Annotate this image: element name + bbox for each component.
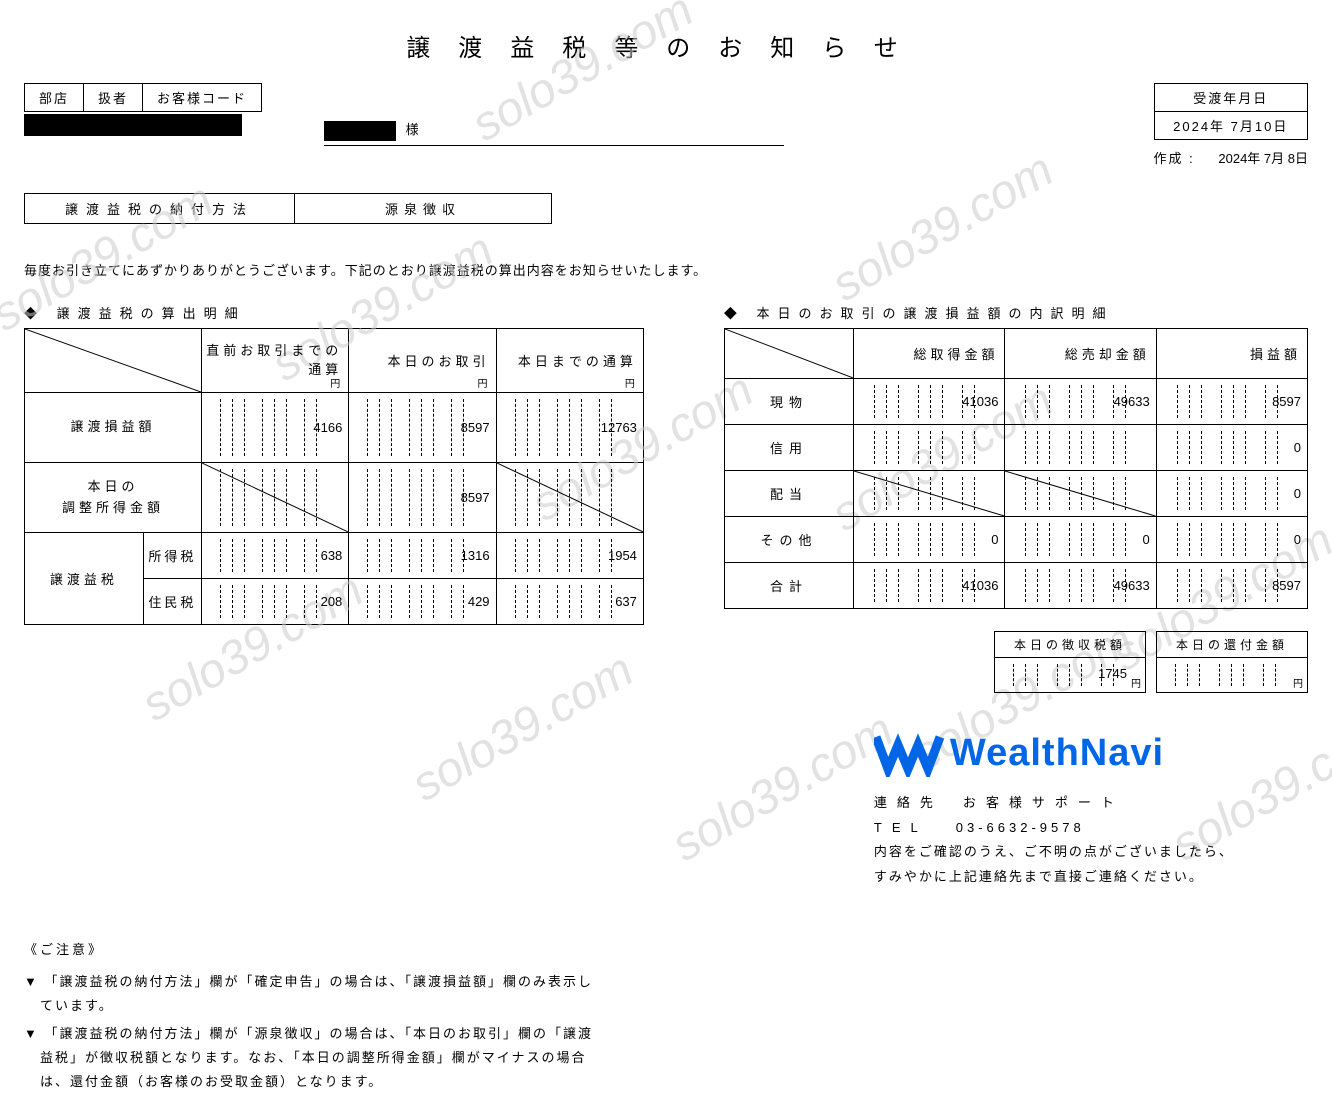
refund-box: 本日の還付金額 円: [1156, 631, 1308, 693]
payment-method-label: 譲渡益税の納付方法: [25, 194, 295, 223]
tax-calc-section: 譲渡益税の算出明細 直前お取引までの通算円 本日のお取引円 本日までの通算円 譲…: [24, 303, 644, 890]
payment-method-box: 譲渡益税の納付方法 源泉徴収: [24, 193, 552, 224]
page-title: 譲渡益税等のお知らせ: [24, 28, 1308, 63]
tax-calc-table: 直前お取引までの通算円 本日のお取引円 本日までの通算円 譲渡損益額416685…: [24, 328, 644, 625]
notes-block: 《ご注意》 ▼ 「譲渡益税の納付方法」欄が「確定申告」の場合は、「譲渡損益額」欄…: [24, 938, 604, 1094]
redacted-customer-info: [24, 114, 242, 136]
brand-name: WealthNavi: [950, 732, 1164, 775]
intro-text: 毎度お引き立てにあずかりありがとうございます。下記のとおり譲渡益税の算出内容をお…: [24, 260, 1308, 279]
col-store: 部店: [25, 84, 84, 111]
wealthnavi-logo-icon: [874, 729, 946, 777]
created-date: 2024年 7月 8日: [1218, 151, 1308, 166]
delivery-date-value: 2024年 7月10日: [1154, 112, 1308, 140]
breakdown-table: 総取得金額 総売却金額 損益額 現物41036496338597信用0配当0その…: [724, 328, 1308, 609]
created-label: 作成 :: [1154, 151, 1195, 166]
collected-tax-box: 本日の徴収税額 1745円: [994, 631, 1146, 693]
breakdown-section: 本日のお取引の譲渡損益額の内訳明細 総取得金額 総売却金額 損益額 現物4103…: [724, 303, 1308, 890]
honorific: 様: [406, 122, 421, 137]
customer-header-box: 部店 扱者 お客様コード: [24, 83, 262, 112]
col-handler: 扱者: [84, 84, 143, 111]
delivery-date-label: 受渡年月日: [1154, 83, 1308, 112]
brand-block: WealthNavi 連絡先お客様サポート TEL03-6632-9578 内容…: [724, 729, 1308, 890]
watermark: solo39.com: [823, 142, 1063, 312]
payment-method-value: 源泉徴収: [295, 194, 551, 223]
tax-calc-title: 譲渡益税の算出明細: [24, 303, 644, 322]
col-customer-code: お客様コード: [143, 84, 261, 111]
redacted-name: [324, 121, 396, 141]
breakdown-title: 本日のお取引の譲渡損益額の内訳明細: [724, 303, 1308, 322]
name-underline: [324, 145, 784, 146]
